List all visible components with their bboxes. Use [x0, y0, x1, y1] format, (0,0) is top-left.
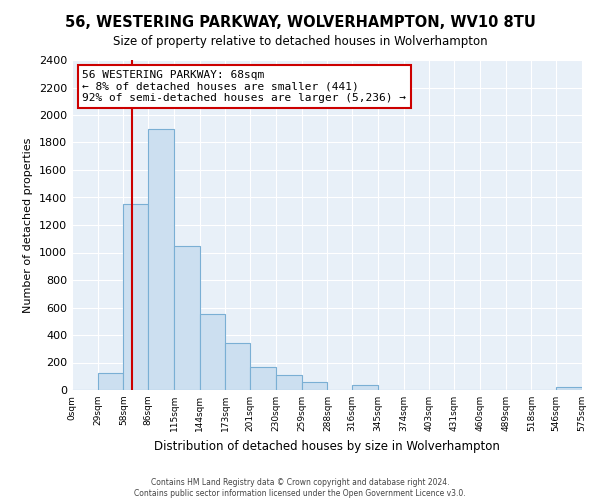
- Bar: [124, 204, 148, 390]
- Bar: [250, 368, 276, 390]
- Bar: [200, 314, 226, 390]
- Text: Size of property relative to detached houses in Wolverhampton: Size of property relative to detached ho…: [113, 35, 487, 48]
- Bar: [98, 373, 124, 390]
- Text: 56 WESTERING PARKWAY: 68sqm
← 8% of detached houses are smaller (441)
92% of sem: 56 WESTERING PARKWAY: 68sqm ← 8% of deta…: [82, 70, 406, 103]
- Bar: [174, 246, 200, 390]
- Y-axis label: Number of detached properties: Number of detached properties: [23, 138, 34, 312]
- Bar: [148, 128, 174, 390]
- Bar: [302, 382, 328, 390]
- X-axis label: Distribution of detached houses by size in Wolverhampton: Distribution of detached houses by size …: [154, 440, 500, 452]
- Bar: [556, 386, 582, 390]
- Bar: [276, 375, 302, 390]
- Text: Contains HM Land Registry data © Crown copyright and database right 2024.
Contai: Contains HM Land Registry data © Crown c…: [134, 478, 466, 498]
- Bar: [352, 385, 378, 390]
- Text: 56, WESTERING PARKWAY, WOLVERHAMPTON, WV10 8TU: 56, WESTERING PARKWAY, WOLVERHAMPTON, WV…: [65, 15, 535, 30]
- Bar: [226, 343, 250, 390]
